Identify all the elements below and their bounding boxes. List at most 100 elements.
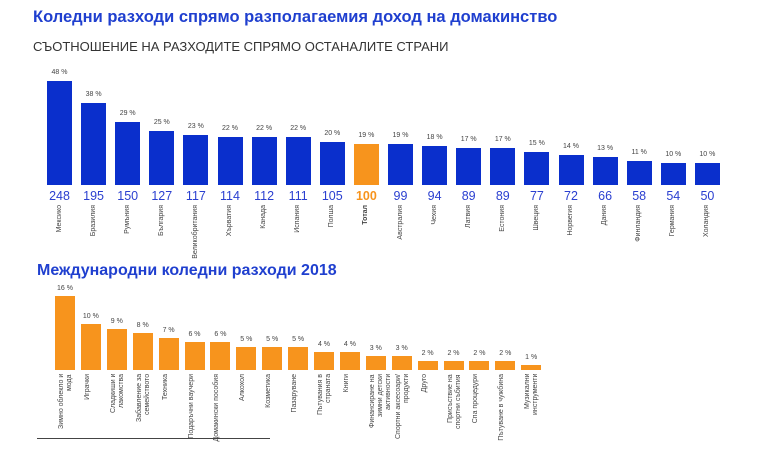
category-label: Техника [161, 374, 169, 401]
value-label: 19 % [358, 131, 375, 139]
category-label: Пътувания в страната [317, 374, 332, 415]
bar [495, 360, 516, 370]
category-label: Друго [420, 374, 428, 393]
bar [47, 80, 72, 185]
chart-subtitle: СЪОТНОШЕНИЕ НА РАЗХОДИТЕ СПРЯМО ОСТАНАЛИ… [33, 39, 449, 54]
bar [149, 130, 175, 185]
bar [388, 143, 413, 185]
category-label: Хърватия [226, 205, 233, 237]
bar [184, 342, 205, 370]
bar [314, 351, 334, 370]
index-label: 150 [117, 189, 139, 203]
bar [339, 351, 360, 370]
index-label: 58 [632, 189, 647, 203]
index-label: 112 [254, 189, 275, 203]
value-label: 22 % [290, 125, 307, 133]
index-label: 72 [564, 189, 578, 203]
category-label: Забавление за семейството [135, 374, 151, 423]
category-label: България [157, 205, 165, 236]
bar [183, 135, 209, 185]
bar [558, 154, 584, 185]
category-label: Латвия [464, 205, 472, 228]
value-label: 15 % [528, 140, 545, 148]
bar [626, 161, 652, 185]
index-label: 117 [185, 189, 206, 203]
bar [660, 163, 686, 185]
value-label: 23 % [187, 123, 204, 131]
value-label: 8 % [136, 322, 149, 330]
index-label: 89 [461, 189, 476, 203]
category-label: Швеция [532, 205, 540, 231]
chart2-title: Международни коледни разходи 2018 [37, 262, 337, 279]
category-label: Спортни аксесоари/ продукти [394, 374, 410, 439]
value-label: 2 % [499, 349, 512, 357]
value-label: 5 % [292, 336, 305, 343]
value-label: 29 % [119, 110, 136, 118]
category-label: Норвегия [567, 205, 574, 236]
value-label: 22 % [222, 125, 238, 133]
value-label: 11 % [631, 149, 647, 157]
index-label: 94 [427, 189, 442, 203]
bar [521, 365, 542, 370]
bar [285, 137, 311, 185]
value-label: 6 % [214, 331, 227, 339]
value-label: 38 % [85, 90, 102, 98]
category-label: Бразилия [89, 205, 97, 237]
category-label: Пътуване в чужбина [498, 374, 506, 441]
index-label: 66 [598, 189, 613, 203]
bar [262, 347, 283, 370]
value-label: 17 % [460, 136, 477, 144]
bar [132, 333, 153, 370]
category-label: Германия [669, 205, 677, 237]
value-label: 6 % [188, 331, 201, 339]
value-label: 20 % [324, 129, 341, 137]
category-label: Чехия [430, 205, 438, 225]
category-label: Алкохол [239, 374, 247, 401]
index-label: 50 [700, 189, 715, 203]
bar [319, 141, 345, 185]
value-label: 10 % [699, 151, 716, 159]
value-label: 18 % [426, 133, 443, 141]
bar [217, 137, 243, 185]
divider-line [37, 438, 270, 439]
category-label: Пазаруване [291, 374, 299, 413]
bar [251, 137, 277, 185]
category-label: Великобритания [191, 205, 199, 259]
category-label: Дания [601, 205, 609, 226]
value-label: 10 % [665, 151, 682, 159]
category-label: Подаръчни ваучери [187, 374, 195, 439]
category-label: Играчки [83, 374, 91, 400]
category-label: Испания [294, 205, 302, 233]
value-label: 4 % [317, 340, 331, 348]
value-label: 5 % [240, 336, 253, 343]
value-label: 22 % [256, 125, 273, 133]
category-label: Канада [260, 205, 268, 229]
index-label: 105 [321, 189, 343, 203]
bar [422, 145, 448, 185]
category-label: Румъния [123, 205, 131, 234]
index-label: 100 [355, 189, 377, 203]
value-label: 10 % [82, 313, 99, 320]
category-label: Книги [342, 374, 350, 393]
value-label: 48 % [51, 68, 68, 76]
value-label: 4 % [343, 340, 356, 348]
bar [80, 324, 101, 370]
bar [592, 156, 618, 185]
bar [391, 356, 412, 370]
bar [106, 328, 127, 370]
chart-title: Коледни разходи спрямо разполагаемия дох… [33, 8, 558, 26]
category-label: Австралия [396, 205, 404, 240]
value-label: 13 % [597, 144, 614, 152]
category-label: Полша [328, 205, 336, 228]
index-label: 114 [220, 189, 240, 203]
index-label: 99 [393, 189, 408, 203]
index-label: 127 [151, 189, 173, 203]
category-label: Финансиране на зимни детски активности [368, 374, 392, 428]
index-label: 89 [495, 189, 510, 203]
value-label: 17 % [494, 136, 511, 144]
category-label: Холандия [703, 205, 711, 237]
category-label: Присъствие на спортни събития [446, 374, 462, 429]
value-label: 3 % [369, 345, 382, 353]
value-label: 2 % [421, 349, 434, 357]
category-label: Естония [498, 205, 506, 232]
